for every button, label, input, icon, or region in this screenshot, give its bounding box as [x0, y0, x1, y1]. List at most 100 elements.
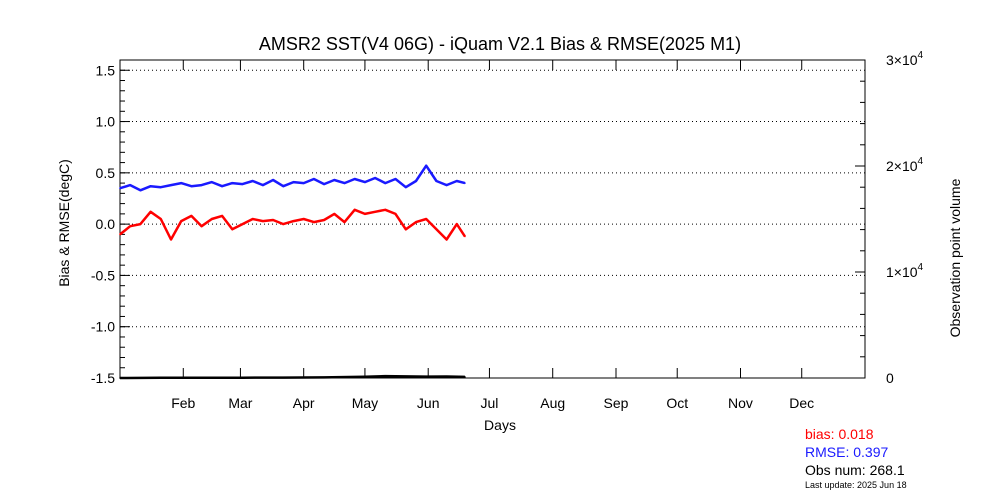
- data-point: [323, 376, 325, 379]
- data-point: [119, 377, 121, 379]
- data-point: [129, 184, 132, 186]
- data-point: [160, 218, 162, 220]
- data-point: [190, 215, 193, 217]
- data-point: [435, 180, 438, 182]
- data-point: [119, 233, 121, 236]
- data-series: [119, 164, 466, 380]
- data-point: [282, 376, 285, 379]
- chart-title: AMSR2 SST(V4 06G) - iQuam V2.1 Bias & RM…: [259, 34, 741, 54]
- data-point: [384, 208, 387, 211]
- y-axis-label: Bias & RMSE(degC): [56, 159, 72, 287]
- data-point: [404, 375, 407, 378]
- data-point: [241, 376, 244, 379]
- x-tick-label: Nov: [728, 395, 753, 411]
- data-point: [262, 184, 264, 186]
- x-tick-label: Feb: [171, 395, 195, 411]
- x-tick-label: Oct: [666, 395, 688, 411]
- x-tick-label: Jul: [480, 395, 498, 411]
- bias-stat: bias: 0.018: [805, 426, 874, 442]
- x-tick-label: Apr: [293, 395, 315, 411]
- data-point: [292, 181, 295, 183]
- x-tick-labels: Feb Mar Apr May Jun Jul Aug Sep Oct Nov Dec: [171, 395, 814, 411]
- data-point: [272, 219, 274, 221]
- data-point: [221, 185, 223, 187]
- data-point: [139, 223, 142, 225]
- data-point: [170, 184, 172, 186]
- y2-tick-label: 2×104: [886, 156, 924, 174]
- last-update-text: Last update: 2025 Jun 18: [805, 480, 907, 490]
- data-point: [272, 179, 274, 181]
- y-tick-label: 1.0: [96, 114, 116, 130]
- x-tick-label: May: [352, 395, 378, 411]
- data-point: [129, 225, 132, 227]
- data-point: [231, 182, 234, 184]
- y2-tick-label: 1×104: [886, 262, 924, 280]
- data-point: [384, 375, 387, 377]
- y2-tick-label: 3×104: [886, 50, 924, 68]
- data-point: [364, 213, 366, 215]
- data-point: [149, 211, 152, 213]
- data-point: [119, 187, 121, 190]
- x-tick-label: Jun: [417, 395, 440, 411]
- plot-frame: [119, 59, 866, 379]
- data-point: [200, 225, 203, 227]
- y2-tick-label: 0: [886, 370, 894, 386]
- data-point: [292, 220, 295, 222]
- data-point: [353, 208, 356, 211]
- data-point: [251, 218, 254, 220]
- data-point: [384, 182, 387, 184]
- data-point: [313, 178, 315, 180]
- data-point: [464, 235, 466, 238]
- data-point: [415, 221, 417, 223]
- data-point: [313, 221, 315, 223]
- y2-tick-labels: 0 1×104 2×104 3×104: [886, 50, 924, 386]
- y-tick-label: -1.0: [91, 319, 115, 335]
- x-tick-label: Sep: [604, 395, 629, 411]
- data-point: [364, 375, 366, 378]
- data-point: [445, 375, 448, 378]
- data-point: [364, 181, 366, 183]
- y2-axis-label: Observation point volume: [947, 178, 963, 337]
- y-tick-label: 0.5: [96, 165, 116, 181]
- data-point: [282, 185, 285, 187]
- data-point: [404, 186, 407, 188]
- data-point: [302, 218, 305, 220]
- series-line-rmse: [119, 164, 466, 192]
- data-point: [160, 376, 162, 379]
- data-point: [394, 213, 397, 215]
- data-point: [211, 181, 213, 183]
- data-point: [343, 182, 346, 184]
- data-point: [404, 228, 407, 231]
- rmse-stat: RMSE: 0.397: [805, 444, 889, 460]
- data-point: [333, 179, 336, 181]
- data-point: [445, 184, 448, 186]
- y-tick-label: -0.5: [91, 267, 115, 283]
- data-point: [353, 178, 356, 180]
- data-point: [241, 183, 244, 185]
- data-point: [180, 220, 183, 222]
- data-point: [333, 213, 336, 215]
- data-point: [374, 177, 376, 179]
- data-point: [464, 182, 466, 184]
- data-point: [241, 223, 244, 225]
- data-point: [425, 218, 427, 220]
- series-line-obs-num: [119, 374, 465, 380]
- x-tick-label: Dec: [789, 395, 814, 411]
- data-point: [231, 228, 234, 231]
- data-point: [455, 180, 458, 182]
- axis-ticks: [120, 59, 865, 379]
- data-point: [302, 182, 305, 184]
- data-point: [394, 178, 397, 180]
- data-point: [425, 164, 427, 167]
- data-point: [374, 211, 376, 213]
- x-tick-label: Aug: [540, 395, 565, 411]
- series-line-bias: [119, 208, 466, 241]
- data-point: [445, 238, 448, 241]
- data-point: [160, 186, 162, 188]
- data-point: [211, 218, 213, 220]
- data-point: [323, 183, 325, 185]
- data-point: [180, 182, 183, 184]
- data-point: [435, 228, 438, 231]
- data-point: [282, 223, 285, 225]
